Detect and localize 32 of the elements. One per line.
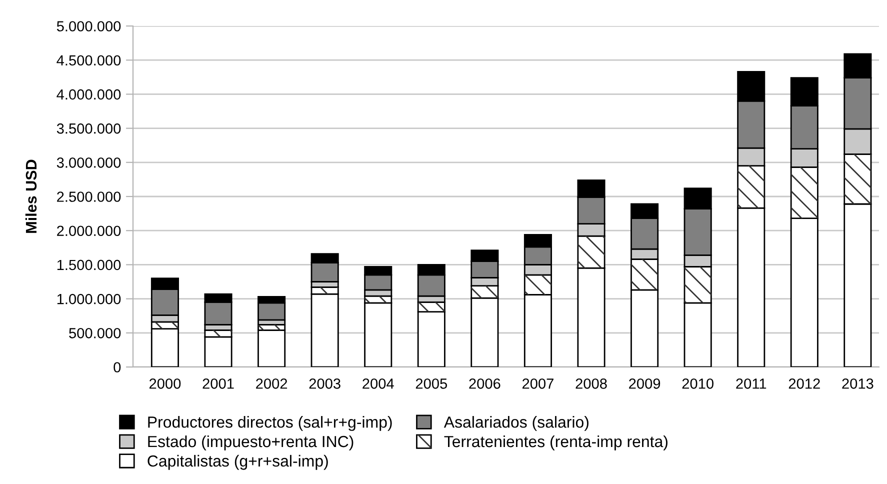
y-tick-label: 0 [114, 362, 121, 372]
x-tick-label: 2000 [149, 378, 181, 389]
x-tick-label: 2003 [309, 378, 340, 389]
y-tick-label: 4.500.000 [56, 55, 121, 66]
x-tick-label: 2013 [842, 378, 874, 389]
y-tick-label: 1.500.000 [57, 260, 121, 270]
x-tick-label: 2004 [362, 378, 394, 389]
x-tick-label: 2005 [416, 378, 448, 389]
y-tick-label: 2.500.000 [57, 192, 121, 202]
x-tick-label: 2006 [469, 378, 500, 389]
y-tick-label: 5.000.000 [56, 21, 121, 32]
y-tick-label: 2.000.000 [57, 226, 121, 236]
x-tick-label: 2007 [522, 378, 554, 389]
legend-label: Asalariados (salario) [444, 416, 588, 431]
legend-label: Estado (impuesto+renta INC) [148, 435, 354, 450]
x-tick-label: 2010 [682, 378, 714, 389]
x-tick-label: 2009 [629, 378, 660, 389]
y-tick-label: 3.500.000 [56, 123, 121, 134]
x-tick-label: 2002 [256, 378, 288, 389]
y-tick-label: 3.000.000 [56, 158, 121, 168]
x-tick-label: 2012 [788, 378, 820, 389]
y-tick-label: 4.000.000 [56, 89, 121, 100]
y-axis-title: Miles USD [25, 160, 37, 233]
y-tick-label: 1.000.000 [57, 294, 121, 304]
x-tick-label: 2011 [736, 378, 766, 389]
legend-label: Capitalistas (g+r+sal-imp) [148, 454, 328, 470]
x-tick-label: 2001 [202, 378, 234, 389]
x-tick-label: 2008 [576, 378, 607, 389]
legend-label: Productores directos (sal+r+g-imp) [148, 416, 392, 431]
y-tick-label: 500.000 [69, 328, 121, 338]
legend-label: Terratenientes (renta-imp renta) [444, 435, 668, 450]
bar [258, 329, 286, 367]
